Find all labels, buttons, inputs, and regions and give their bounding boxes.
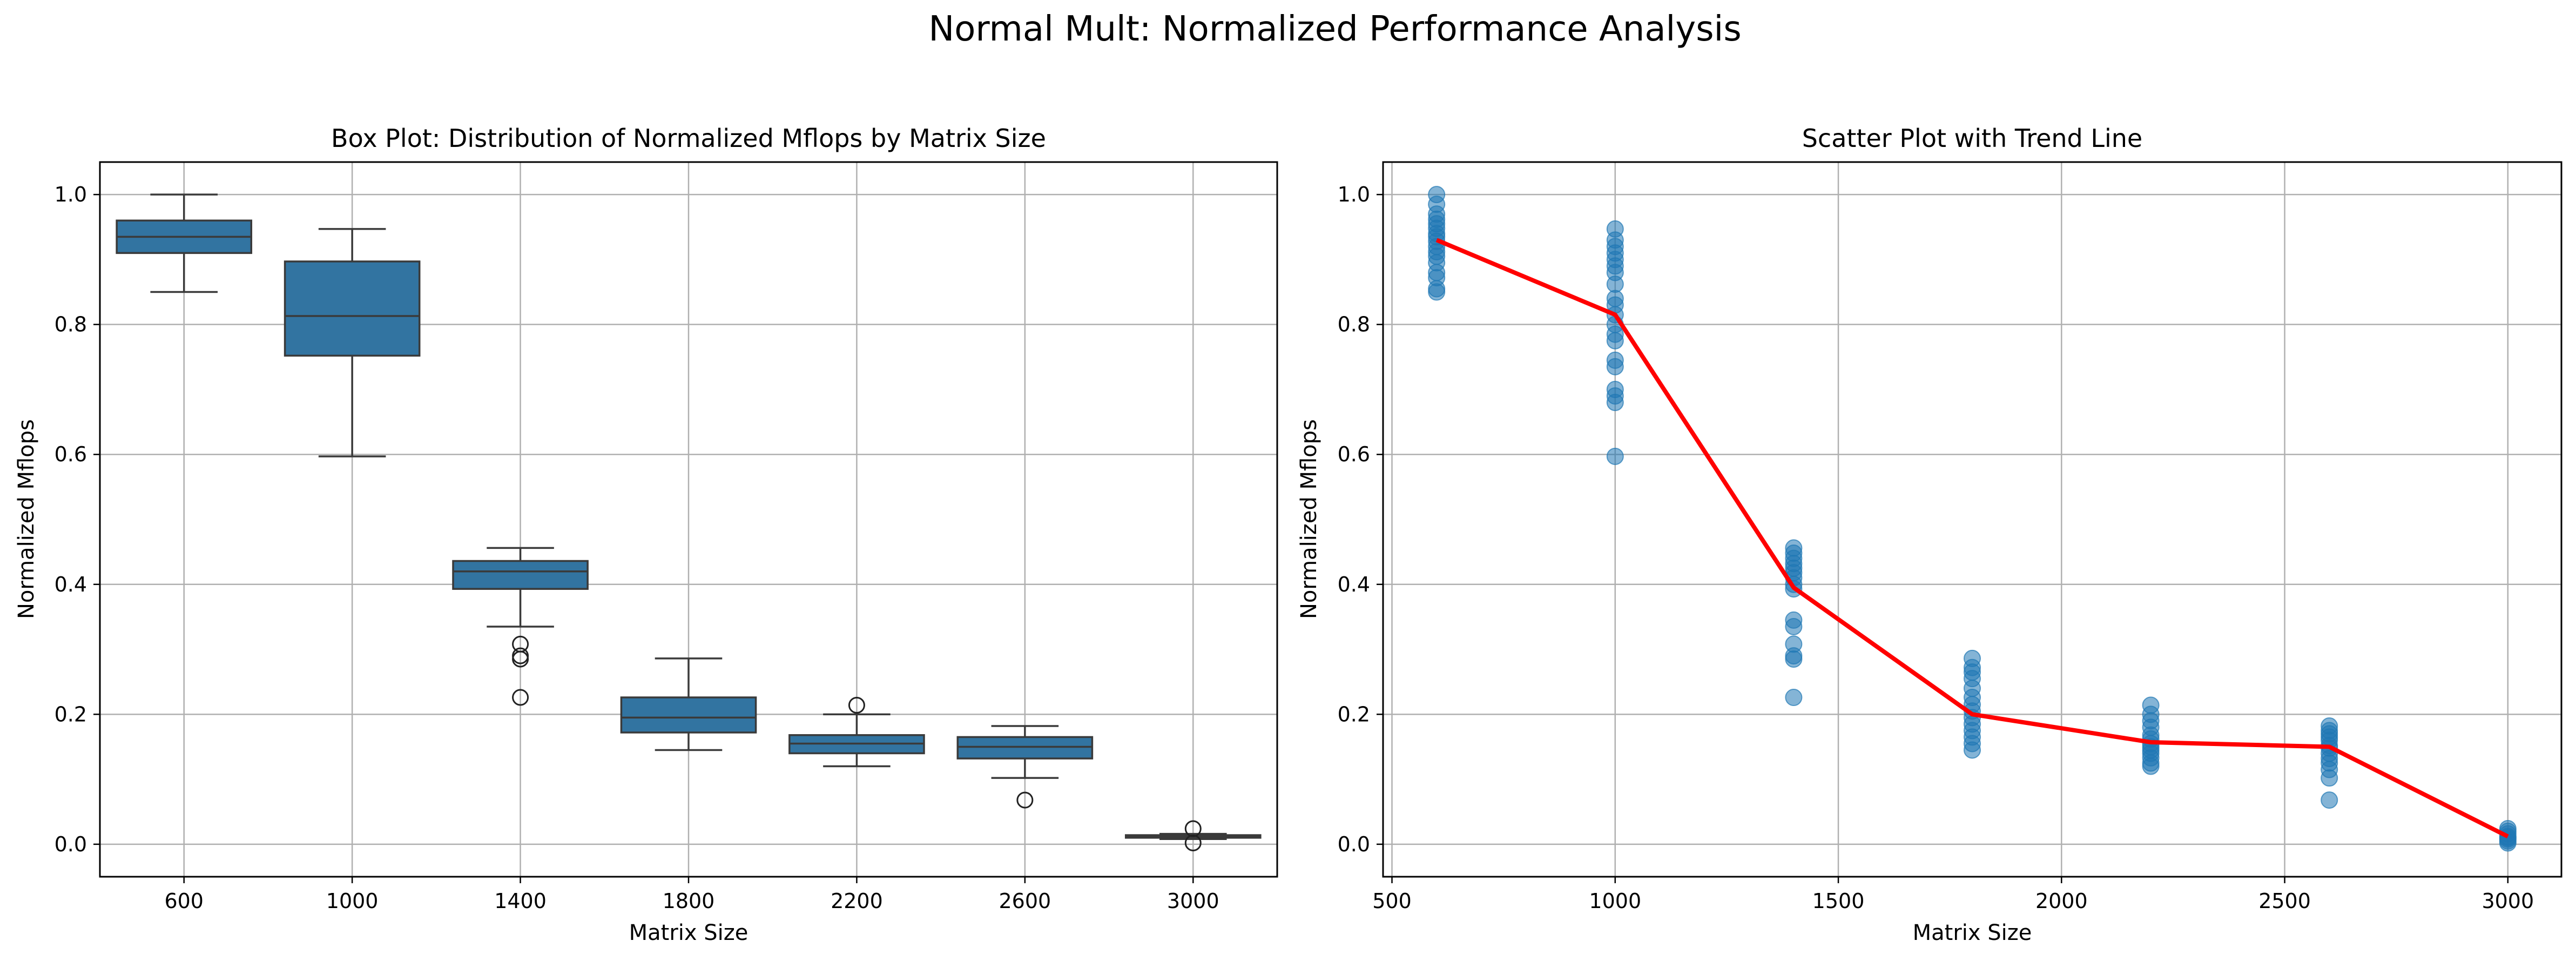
scatter-point (1785, 689, 1803, 707)
box-plot-box-2200 (788, 696, 925, 768)
scatter-plot-grid (1383, 162, 2561, 877)
box-plot-xlabel: Matrix Size (629, 920, 748, 945)
box-plot-ytick-label: 0.8 (55, 313, 87, 337)
scatter-plot-ytick-label: 0.4 (1338, 573, 1370, 596)
iqr-box (956, 736, 1094, 760)
box-plot-xtick-label: 2600 (999, 889, 1051, 913)
box-plot-box-1400 (452, 547, 589, 706)
outlier-point (1184, 834, 1202, 851)
scatter-point (1785, 617, 1803, 635)
box-plot-panel: 0.0 0.2 0.4 0.6 0.8 1.0 600 1000 1400 1800 2200 260… (14, 124, 1278, 945)
outlier-point (848, 696, 865, 714)
box-plot-box-1000 (284, 228, 421, 458)
box-plot-ytick-label: 0.2 (55, 702, 87, 726)
box-plot-xtick-label: 2200 (831, 889, 883, 913)
scatter-plot-xlabel: Matrix Size (1913, 920, 2032, 945)
scatter-point (1964, 741, 1981, 759)
outlier-point (512, 650, 529, 668)
scatter-plot-ytick-label: 0.8 (1338, 313, 1370, 337)
scatter-point (1606, 394, 1624, 412)
scatter-plot-xtick-label: 1000 (1589, 889, 1641, 913)
scatter-plot-xtick-label: 2000 (2035, 889, 2088, 913)
box-plot-box-3000 (1124, 820, 1262, 851)
box-plot-ytick-label: 0.4 (55, 573, 87, 596)
box-plot-ytick-label: 0.6 (55, 442, 87, 466)
box-plot-box-1800 (620, 657, 757, 751)
box-plot-ylabel: Normalized Mflops (14, 419, 39, 619)
scatter-plot-ytick-label: 1.0 (1338, 183, 1370, 206)
box-plot-xtick-label: 600 (164, 889, 204, 913)
figure-suptitle: Normal Mult: Normalized Performance Anal… (928, 9, 1741, 49)
scatter-plot-ticks: 0.0 0.2 0.4 0.6 0.8 1.0 500 1000 1500 2000 2500 300… (1338, 183, 2534, 913)
scatter-point (1606, 332, 1624, 350)
scatter-point (2321, 769, 2338, 787)
scatter-plot-ytick-label: 0.6 (1338, 442, 1370, 466)
trend-line (1435, 238, 2509, 838)
box-plot-ytick-label: 0.0 (55, 832, 87, 856)
box-plot-grid (100, 162, 1277, 877)
scatter-plot-xtick-label: 3000 (2481, 889, 2534, 913)
box-plot-xtick-label: 3000 (1167, 889, 1219, 913)
scatter-plot-title: Scatter Plot with Trend Line (1802, 124, 2143, 153)
scatter-point (2142, 757, 2160, 775)
box-plot-title: Box Plot: Distribution of Normalized Mfl… (331, 124, 1046, 153)
box-plot-ticks: 0.0 0.2 0.4 0.6 0.8 1.0 600 1000 1400 1800 2200 260… (55, 183, 1219, 913)
outlier-point (1016, 791, 1034, 809)
scatter-point (2499, 834, 2517, 852)
scatter-point (1428, 283, 1446, 301)
scatter-plot-frame (1382, 161, 2562, 878)
box-plot-box-2600 (956, 725, 1094, 809)
scatter-plot-ytick-label: 0.2 (1338, 702, 1370, 726)
iqr-box (620, 696, 757, 734)
scatter-plot-ylabel: Normalized Mflops (1297, 419, 1321, 619)
iqr-box (452, 560, 589, 590)
scatter-plot-panel: 0.0 0.2 0.4 0.6 0.8 1.0 500 1000 1500 2000 2500 300… (1297, 124, 2562, 945)
iqr-box (284, 260, 421, 357)
scatter-plot-ytick-label: 0.0 (1338, 832, 1370, 856)
box-plot-ytick-label: 1.0 (55, 183, 87, 206)
box-plot-xtick-label: 1800 (663, 889, 715, 913)
box-plot-xtick-label: 1000 (326, 889, 379, 913)
box-plot-xtick-label: 1400 (494, 889, 547, 913)
scatter-plot-marks (1428, 186, 2517, 852)
scatter-plot-xtick-label: 500 (1372, 889, 1412, 913)
scatter-plot-xtick-label: 2500 (2258, 889, 2311, 913)
box-plot-marks (116, 193, 1262, 851)
scatter-point (2321, 791, 2338, 809)
scatter-plot-xtick-label: 1500 (1812, 889, 1865, 913)
scatter-point (1785, 650, 1803, 668)
box-plot-box-600 (116, 193, 253, 293)
outlier-point (512, 689, 529, 706)
scatter-point (1606, 358, 1624, 375)
outlier-point (1184, 820, 1202, 837)
scatter-point (1606, 447, 1624, 465)
